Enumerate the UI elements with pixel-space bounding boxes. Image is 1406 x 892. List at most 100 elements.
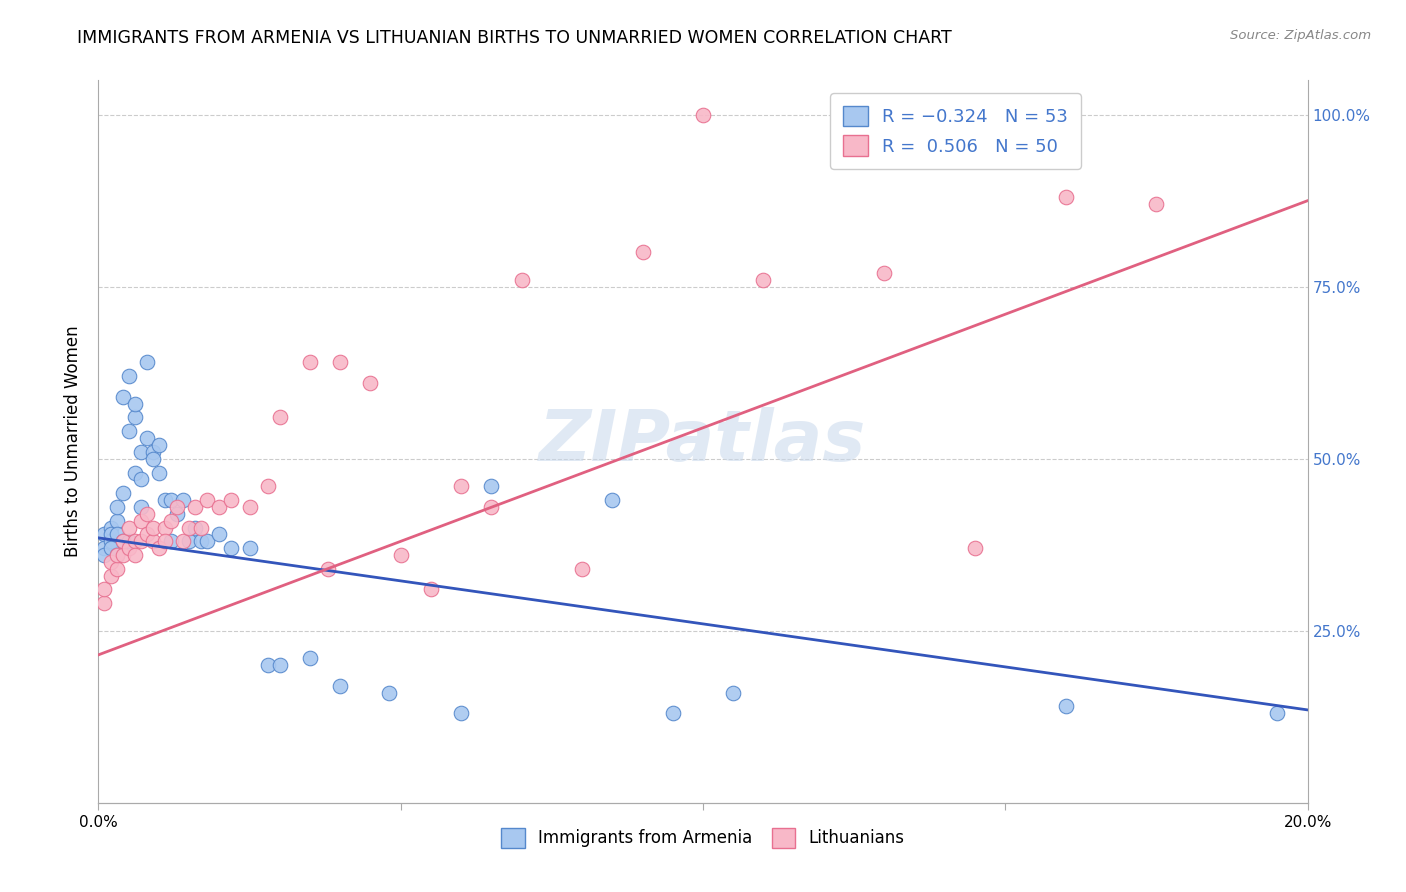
Point xyxy=(100,541,122,556)
Point xyxy=(105,548,128,562)
Point xyxy=(184,500,207,514)
Point xyxy=(105,500,128,514)
Point xyxy=(124,548,146,562)
Point xyxy=(148,541,170,556)
Point xyxy=(129,514,152,528)
Point xyxy=(239,541,262,556)
Point xyxy=(184,520,207,534)
Point xyxy=(100,555,122,569)
Point xyxy=(111,390,134,404)
Point xyxy=(93,548,115,562)
Point xyxy=(148,466,170,480)
Point xyxy=(208,500,231,514)
Point xyxy=(965,541,987,556)
Point xyxy=(377,686,399,700)
Point xyxy=(153,493,176,508)
Point xyxy=(93,541,115,556)
Point xyxy=(111,534,134,549)
Point xyxy=(160,493,183,508)
Point xyxy=(142,534,165,549)
Point xyxy=(1054,190,1077,204)
Point xyxy=(105,548,128,562)
Point xyxy=(100,520,122,534)
Point xyxy=(299,355,322,369)
Point xyxy=(118,534,141,549)
Text: ZIPatlas: ZIPatlas xyxy=(540,407,866,476)
Point xyxy=(389,548,412,562)
Y-axis label: Births to Unmarried Women: Births to Unmarried Women xyxy=(65,326,83,558)
Point xyxy=(111,548,134,562)
Point xyxy=(195,534,218,549)
Point xyxy=(269,658,291,673)
Point xyxy=(256,479,278,493)
Point xyxy=(148,438,170,452)
Point xyxy=(179,534,201,549)
Point xyxy=(269,410,291,425)
Point xyxy=(135,355,157,369)
Point xyxy=(481,479,503,493)
Point xyxy=(135,527,157,541)
Point xyxy=(105,562,128,576)
Point xyxy=(135,507,157,521)
Point xyxy=(100,527,122,541)
Point xyxy=(111,486,134,500)
Point xyxy=(166,500,188,514)
Point xyxy=(329,679,352,693)
Point xyxy=(256,658,278,673)
Point xyxy=(124,397,146,411)
Point xyxy=(100,568,122,582)
Point xyxy=(510,273,533,287)
Point xyxy=(142,451,165,466)
Point xyxy=(129,445,152,459)
Point xyxy=(118,424,141,438)
Point xyxy=(360,376,382,390)
Point xyxy=(135,431,157,445)
Point xyxy=(195,493,218,508)
Point xyxy=(221,493,243,508)
Legend: Immigrants from Armenia, Lithuanians: Immigrants from Armenia, Lithuanians xyxy=(494,820,912,856)
Point xyxy=(299,651,322,665)
Point xyxy=(208,527,231,541)
Point xyxy=(166,507,188,521)
Point xyxy=(1144,197,1167,211)
Point xyxy=(93,596,115,610)
Point xyxy=(172,493,194,508)
Point xyxy=(124,466,146,480)
Point xyxy=(571,562,593,576)
Point xyxy=(316,562,339,576)
Point xyxy=(153,534,176,549)
Point xyxy=(118,541,141,556)
Point xyxy=(129,534,152,549)
Point xyxy=(142,445,165,459)
Point xyxy=(692,108,714,122)
Point xyxy=(602,493,624,508)
Point xyxy=(239,500,262,514)
Point xyxy=(105,527,128,541)
Point xyxy=(160,534,183,549)
Point xyxy=(450,479,472,493)
Point xyxy=(450,706,472,721)
Point xyxy=(190,534,212,549)
Point xyxy=(111,534,134,549)
Point xyxy=(124,534,146,549)
Point xyxy=(1054,699,1077,714)
Point xyxy=(661,706,683,721)
Point xyxy=(129,500,152,514)
Point xyxy=(118,520,141,534)
Point xyxy=(420,582,443,597)
Point xyxy=(105,514,128,528)
Point xyxy=(160,514,183,528)
Point xyxy=(172,534,194,549)
Point xyxy=(631,245,654,260)
Point xyxy=(481,500,503,514)
Point xyxy=(100,534,122,549)
Point xyxy=(124,410,146,425)
Point xyxy=(873,266,896,280)
Point xyxy=(1267,706,1289,721)
Point xyxy=(752,273,775,287)
Point xyxy=(179,520,201,534)
Point xyxy=(221,541,243,556)
Point xyxy=(329,355,352,369)
Text: IMMIGRANTS FROM ARMENIA VS LITHUANIAN BIRTHS TO UNMARRIED WOMEN CORRELATION CHAR: IMMIGRANTS FROM ARMENIA VS LITHUANIAN BI… xyxy=(77,29,952,46)
Point xyxy=(723,686,745,700)
